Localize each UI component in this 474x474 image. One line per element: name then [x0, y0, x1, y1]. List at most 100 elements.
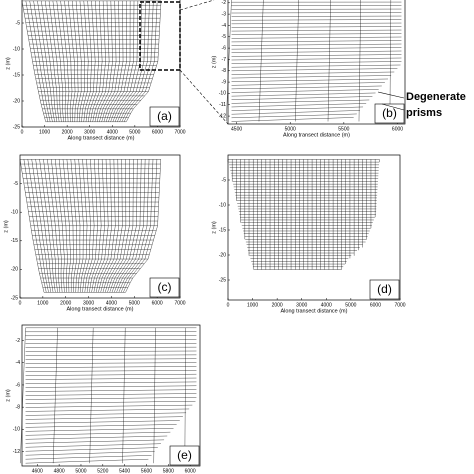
x-tick-label: 2000: [62, 129, 73, 135]
mesh-line: [112, 0, 139, 122]
axes-frame: [227, 154, 401, 301]
zoom-connector: [179, 0, 215, 11]
y-tick-label: -20: [11, 267, 18, 273]
mesh-line: [39, 159, 56, 293]
mesh-line: [103, 0, 124, 122]
mesh-line: [125, 159, 161, 293]
x-tick-label: 1000: [37, 300, 48, 306]
x-tick-label: 6000: [152, 300, 163, 306]
mesh-line: [98, 159, 116, 293]
y-tick-label: -5: [222, 34, 227, 40]
y-axis-label: z (m): [211, 56, 217, 69]
x-tick-label: 5000: [345, 302, 356, 308]
mesh-line: [231, 68, 398, 72]
mesh-line: [52, 327, 58, 464]
mesh-line: [231, 33, 402, 35]
mesh-line: [60, 0, 70, 122]
x-tick-label: 7000: [174, 129, 185, 135]
mesh-line: [66, 159, 74, 293]
y-tick-label: -20: [219, 252, 226, 258]
x-tick-label: 5400: [119, 468, 130, 474]
x-tick-label: 5000: [129, 300, 140, 306]
mesh-line: [102, 159, 123, 293]
mesh-line: [56, 0, 67, 122]
panel: 4500 5000 5500 6000 -12 -11 -10 -9 -8 -7 -6 -5 -4 -3 -…: [211, 0, 466, 138]
y-tick-label: -25: [13, 124, 20, 130]
axes-frame: [21, 324, 201, 467]
mesh-line: [121, 0, 154, 122]
panel-label-box: [374, 103, 405, 124]
mesh-line: [231, 75, 392, 79]
mesh-line: [389, 0, 392, 112]
mesh-line: [25, 455, 152, 460]
mesh-line: [231, 43, 402, 46]
mesh-line: [37, 0, 55, 122]
mesh-line: [231, 22, 402, 25]
mesh-line: [20, 327, 26, 464]
mesh-line: [90, 0, 103, 122]
y-tick-label: -20: [13, 98, 20, 104]
mesh-line: [25, 412, 187, 416]
mesh-line: [35, 159, 54, 293]
panel-label-box: [369, 279, 400, 300]
x-tick-label: 4800: [54, 468, 65, 474]
x-tick-label: 7000: [394, 302, 405, 308]
mesh-line: [109, 159, 134, 293]
mesh-line: [25, 401, 196, 404]
mesh-line: [120, 159, 154, 293]
mesh-line: [108, 0, 131, 122]
y-tick-label: -8: [16, 404, 21, 410]
mesh-line: [117, 0, 146, 122]
mesh-line: [74, 159, 81, 293]
mesh-line: [231, 54, 402, 57]
x-tick-label: 4000: [106, 300, 117, 306]
mesh-line: [99, 0, 117, 122]
mesh-line: [231, 103, 367, 108]
panel-label-box: [149, 277, 180, 298]
y-tick-label: -2: [16, 338, 21, 344]
y-tick-label: -25: [11, 295, 18, 301]
mesh-line: [231, 29, 402, 32]
mesh-line: [47, 159, 61, 293]
x-axis-label: Along transect distance (m): [283, 132, 350, 138]
mesh-line: [25, 416, 183, 420]
mesh-line: [231, 36, 402, 39]
mesh-line: [122, 327, 126, 464]
mesh-line: [114, 0, 142, 122]
y-tick-label: -4: [16, 360, 21, 366]
mesh-line: [111, 159, 138, 293]
mesh-line: [92, 0, 106, 122]
mesh-line: [327, 0, 331, 122]
x-tick-label: 3000: [84, 129, 95, 135]
mesh-line: [25, 451, 155, 456]
mesh-line: [95, 159, 112, 293]
mesh-line: [52, 0, 64, 122]
y-tick-label: -12: [13, 449, 20, 455]
mesh-line: [84, 159, 95, 293]
x-tick-label: 5500: [338, 126, 349, 132]
panel-label: (a): [157, 109, 172, 123]
mesh-line: [89, 159, 102, 293]
y-tick-label: -8: [222, 68, 227, 74]
mesh-line: [25, 370, 197, 372]
mesh-line: [29, 0, 51, 122]
x-tick-label: 0: [227, 302, 230, 308]
mesh-line: [123, 0, 158, 122]
mesh-line: [83, 0, 92, 122]
mesh-line: [79, 0, 85, 122]
mesh-line: [80, 159, 88, 293]
x-tick-label: 3000: [83, 300, 94, 306]
mesh-line: [81, 0, 89, 122]
y-tick-label: -6: [222, 45, 227, 51]
x-tick-label: 1000: [247, 302, 258, 308]
x-tick-label: 1000: [39, 129, 50, 135]
mesh-line: [75, 0, 82, 122]
axes-frame: [21, 0, 181, 128]
mesh-line: [231, 96, 373, 100]
mesh-line: [231, 113, 357, 119]
mesh-line: [110, 0, 135, 122]
mesh-line: [231, 47, 402, 50]
mesh-line: [64, 0, 73, 122]
mesh-line: [153, 327, 156, 464]
